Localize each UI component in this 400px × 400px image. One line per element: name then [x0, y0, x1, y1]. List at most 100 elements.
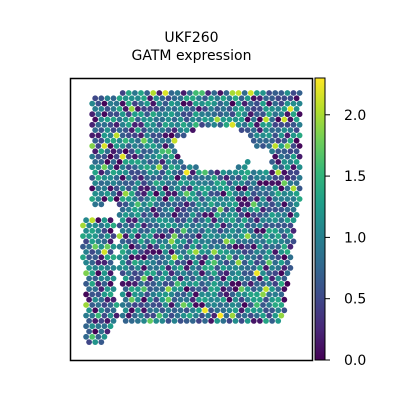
tissue-spot: [254, 291, 260, 298]
tissue-spot: [186, 238, 193, 245]
tissue-spot: [153, 243, 160, 250]
tissue-spot: [275, 106, 282, 112]
tissue-spot: [156, 270, 163, 277]
tissue-spot: [244, 159, 251, 165]
tissue-spot: [95, 185, 102, 192]
tissue-spot: [86, 243, 92, 250]
tissue-spot: [226, 275, 233, 282]
tissue-spot: [275, 222, 282, 229]
tissue-spot: [217, 312, 224, 319]
tissue-spot: [128, 233, 135, 240]
tissue-spot: [278, 121, 285, 128]
tissue-spot: [241, 302, 248, 308]
tissue-spot: [284, 132, 291, 139]
tissue-spot: [89, 291, 96, 298]
tissue-spot: [287, 201, 294, 208]
tissue-spot: [208, 222, 215, 229]
tissue-spot: [159, 169, 166, 176]
tissue-spot: [250, 95, 257, 102]
tissue-spot: [217, 111, 224, 118]
tissue-spot: [101, 174, 108, 181]
tissue-spot: [144, 143, 151, 149]
tissue-spot: [168, 90, 175, 96]
tissue-spot: [232, 265, 239, 271]
tissue-spot: [150, 143, 157, 149]
tissue-spot: [150, 227, 157, 234]
tissue-spot: [272, 217, 279, 224]
tissue-spot: [150, 174, 157, 181]
tissue-spot: [244, 95, 251, 102]
tissue-spot: [180, 249, 187, 255]
tissue-spot: [150, 249, 157, 255]
tissue-spot: [89, 270, 96, 277]
tissue-spot: [235, 185, 242, 192]
tissue-spot: [275, 212, 282, 218]
tissue-spot: [287, 137, 294, 144]
tissue-spot: [247, 302, 254, 308]
tissue-spot: [247, 111, 254, 118]
tissue-spot: [150, 90, 157, 96]
tissue-spot: [144, 249, 151, 255]
tissue-spot: [211, 100, 218, 107]
tissue-spot: [147, 127, 154, 133]
tissue-spot: [132, 196, 138, 202]
tissue-spot: [189, 169, 196, 176]
tissue-spot: [183, 116, 190, 123]
tissue-spot: [162, 174, 169, 181]
tissue-spot: [150, 302, 157, 308]
tissue-spot: [229, 302, 236, 308]
tissue-spot: [110, 307, 117, 314]
tissue-spot: [171, 180, 178, 187]
tissue-spot: [211, 291, 218, 298]
tissue-spot: [89, 217, 96, 224]
tissue-spot: [232, 233, 239, 240]
tissue-spot: [180, 196, 187, 202]
tissue-spot: [122, 180, 129, 187]
tissue-spot: [272, 206, 279, 213]
tissue-spot: [244, 127, 251, 133]
tissue-spot: [125, 111, 132, 118]
tissue-spot: [153, 265, 160, 271]
tissue-spot: [162, 153, 169, 160]
tissue-spot: [110, 137, 117, 144]
tissue-spot: [156, 132, 163, 139]
tissue-spot: [205, 238, 212, 245]
tissue-spot: [86, 233, 92, 240]
tissue-spot: [205, 270, 212, 277]
tissue-spot: [278, 100, 285, 107]
tissue-spot: [141, 190, 147, 197]
tissue-spot: [229, 121, 236, 128]
tissue-spot: [171, 307, 178, 314]
tissue-spot: [211, 270, 218, 277]
tissue-spot: [183, 307, 190, 314]
tissue-spot: [141, 148, 147, 155]
tissue-spot: [269, 275, 275, 282]
tissue-spot: [135, 159, 141, 165]
tissue-spot: [86, 328, 92, 335]
tissue-spot: [95, 302, 102, 308]
tissue-spot: [86, 307, 92, 314]
tissue-spot: [272, 302, 279, 308]
tissue-spot: [281, 127, 288, 133]
tissue-spot: [98, 148, 105, 155]
tissue-spot: [128, 307, 135, 314]
tissue-spot: [153, 286, 160, 292]
tissue-spot: [238, 233, 245, 240]
tissue-spot: [119, 153, 126, 160]
tissue-spot: [104, 265, 111, 271]
tissue-spot: [153, 180, 160, 187]
tissue-spot: [290, 90, 297, 96]
tissue-spot: [107, 249, 114, 255]
tissue-spot: [135, 275, 141, 282]
tissue-spot: [235, 90, 242, 96]
tissue-spot: [125, 206, 132, 213]
tissue-spot: [211, 312, 218, 319]
tissue-spot: [296, 196, 303, 202]
tissue-spot: [284, 270, 291, 277]
tissue-spot: [247, 291, 254, 298]
tissue-spot: [168, 259, 175, 266]
tissue-spot: [223, 100, 230, 107]
tissue-spot: [125, 249, 132, 255]
tissue-spot: [144, 196, 151, 202]
tissue-spot: [247, 132, 254, 139]
